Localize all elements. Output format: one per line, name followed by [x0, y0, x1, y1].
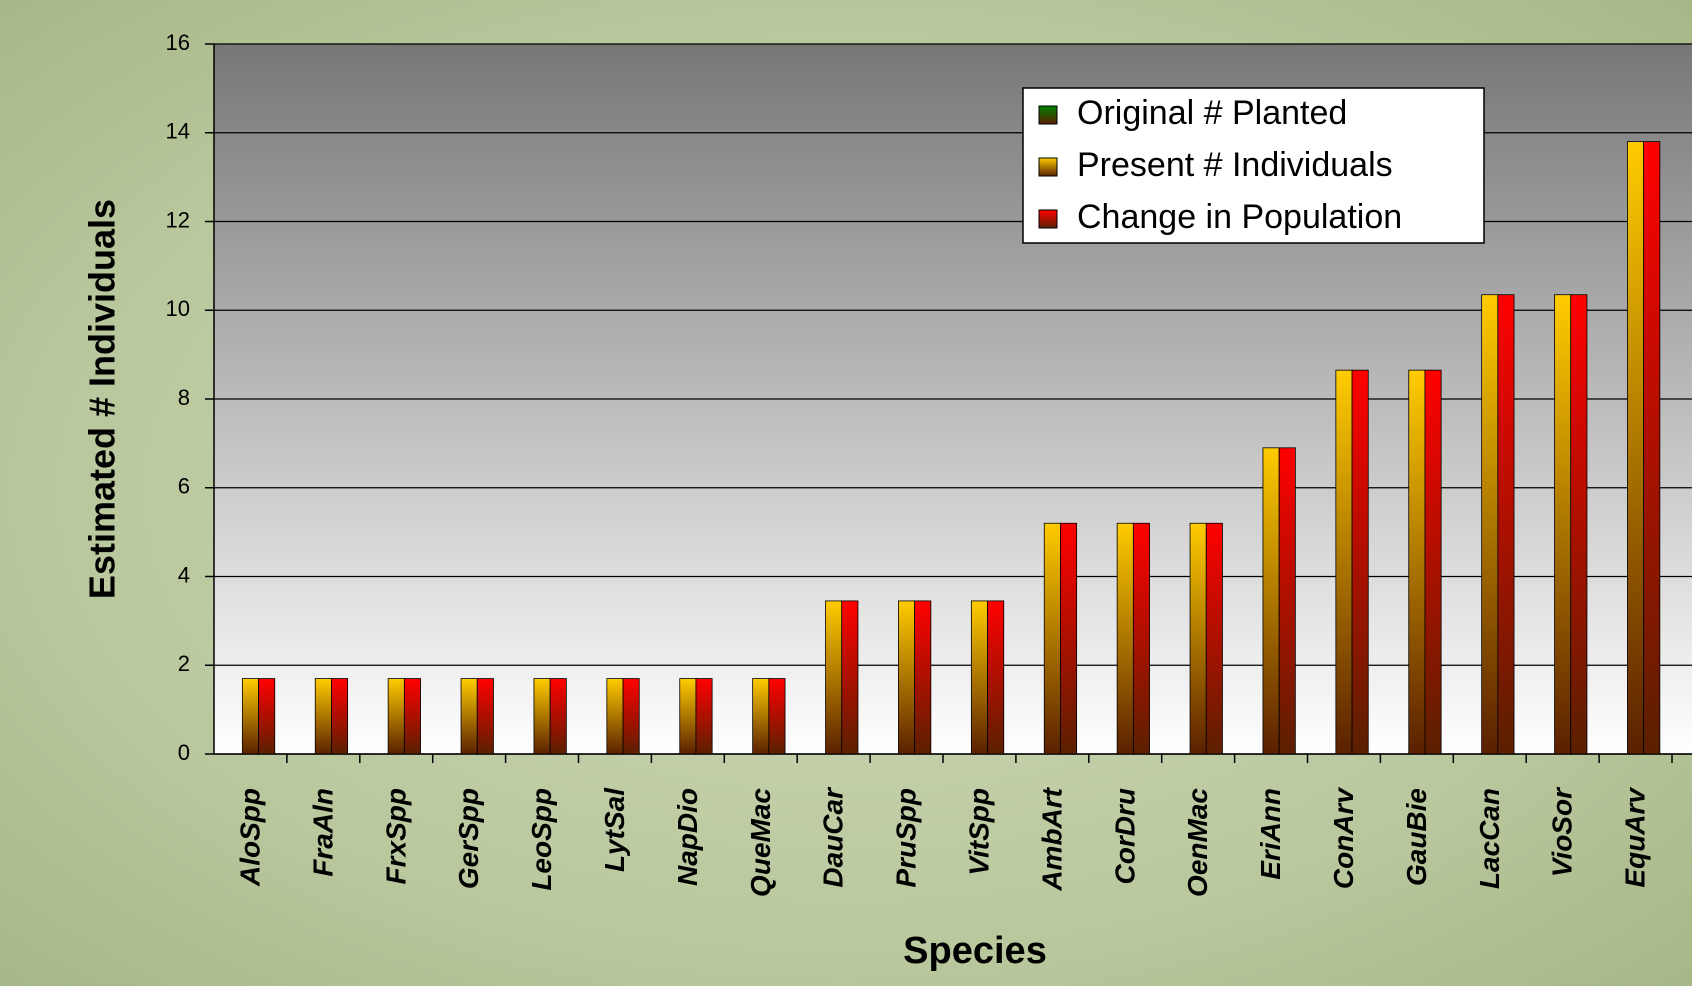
legend-swatch [1038, 157, 1058, 177]
bar [1424, 369, 1442, 755]
x-tick-label: NapDio [672, 788, 703, 886]
x-tick-label: EriAnn [1255, 788, 1286, 880]
bar [533, 678, 551, 755]
x-tick-label: LytSal [599, 787, 630, 872]
bar [1497, 294, 1515, 755]
bar [1351, 369, 1369, 755]
bar [258, 678, 276, 755]
x-tick-label: VitSpp [963, 788, 994, 876]
bar [476, 678, 494, 755]
bar [241, 678, 259, 755]
y-tick-label: 4 [178, 562, 190, 587]
bar [1205, 522, 1223, 755]
legend-label: Present # Individuals [1077, 146, 1393, 184]
bar [1262, 447, 1280, 755]
y-tick-label: 8 [178, 385, 190, 410]
legend-swatch [1038, 105, 1058, 125]
bar [403, 678, 421, 755]
bar [549, 678, 567, 755]
x-tick-label: QueMac [745, 788, 776, 897]
bar [825, 600, 843, 755]
bar [752, 678, 770, 755]
x-tick-label: GerSpp [453, 788, 484, 889]
y-tick-label: 12 [166, 207, 190, 232]
bar [460, 678, 478, 755]
y-tick-label: 0 [178, 740, 190, 765]
x-tick-label: AloSpp [234, 788, 265, 887]
x-tick-label: LeoSpp [526, 788, 557, 891]
bar [679, 678, 697, 755]
x-tick-label: LacCan [1474, 788, 1505, 889]
y-tick-label: 6 [178, 474, 190, 499]
x-axis-title: Species [903, 930, 1047, 972]
bar [695, 678, 713, 755]
y-tick-label: 16 [166, 30, 190, 55]
x-tick-label: OenMac [1182, 788, 1213, 897]
x-tick-label: FraAln [307, 788, 338, 877]
bar [1132, 522, 1150, 755]
bar [331, 678, 349, 755]
bar [1116, 522, 1134, 755]
x-tick-label: CorDru [1109, 788, 1140, 884]
bar [987, 600, 1005, 755]
bar [1408, 369, 1426, 755]
x-tick-label: DauCar [818, 786, 849, 888]
bar [1335, 369, 1353, 755]
bar [970, 600, 988, 755]
bar [606, 678, 624, 755]
bar [1278, 447, 1296, 755]
y-tick-label: 14 [166, 119, 190, 144]
legend-label: Original # Planted [1077, 94, 1347, 132]
bar [898, 600, 916, 755]
legend-label: Change in Population [1077, 198, 1402, 236]
bar [1060, 522, 1078, 755]
bar [914, 600, 932, 755]
legend-swatch [1038, 209, 1058, 229]
x-tick-label: ConArv [1328, 787, 1359, 890]
bar [1043, 522, 1061, 755]
bar [841, 600, 859, 755]
x-tick-label: EquArv [1620, 787, 1651, 888]
x-tick-label: FrxSpp [380, 788, 411, 884]
y-axis-title: Estimated # Individuals [82, 199, 123, 599]
bar [314, 678, 332, 755]
y-tick-label: 10 [166, 296, 190, 321]
bar [622, 678, 640, 755]
bar [1570, 294, 1588, 755]
x-tick-label: GauBie [1401, 788, 1432, 886]
bar [1554, 294, 1572, 755]
bar [387, 678, 405, 755]
bar [768, 678, 786, 755]
x-tick-label: VioSor [1547, 786, 1578, 877]
bar [1627, 141, 1645, 755]
legend-box [1022, 87, 1485, 244]
y-tick-label: 2 [178, 651, 190, 676]
bar [1189, 522, 1207, 755]
x-tick-label: PruSpp [891, 788, 922, 888]
x-tick-label: AmbArt [1036, 786, 1067, 891]
bar [1643, 141, 1661, 755]
bar [1481, 294, 1499, 755]
